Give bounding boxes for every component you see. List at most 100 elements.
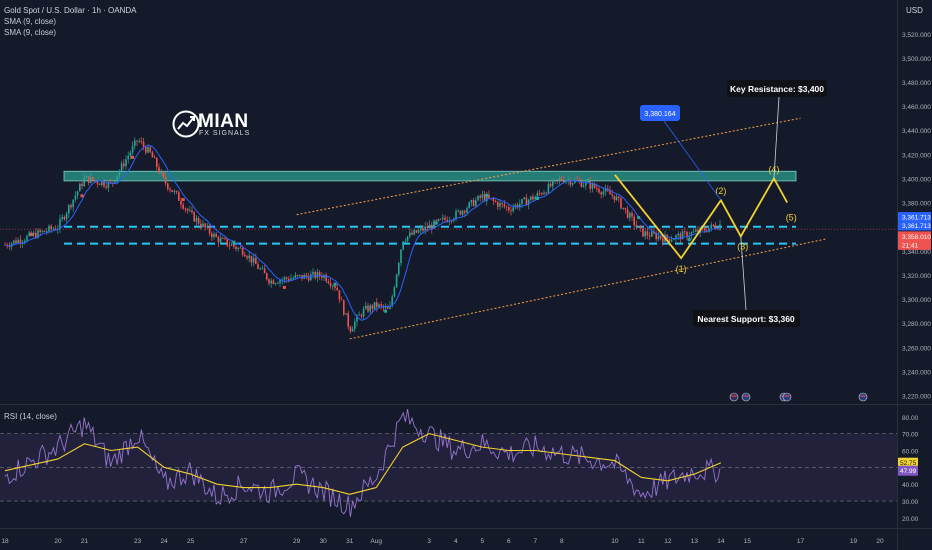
candle-body <box>101 181 103 185</box>
time-tick-label: 14 <box>717 538 725 545</box>
price-tick-label: 3,320.000 <box>902 273 931 280</box>
candle-body <box>301 274 303 279</box>
key-resistance-pointer <box>773 96 780 179</box>
candle-body <box>703 227 706 231</box>
candle-body <box>530 196 532 200</box>
candle-body <box>470 200 473 203</box>
candle-body <box>270 280 272 284</box>
candle-body <box>175 191 178 193</box>
candle-body <box>35 232 37 238</box>
candle-body <box>118 170 121 176</box>
candle-body <box>138 141 140 143</box>
candle-body <box>602 191 605 195</box>
candle-body <box>17 239 19 244</box>
candle-body <box>230 244 233 246</box>
price-badge-2 <box>898 220 931 231</box>
candle-body <box>87 176 90 183</box>
time-tick-label: 23 <box>134 538 142 545</box>
candle-body <box>690 232 693 236</box>
candle-body <box>347 313 349 327</box>
candle-body <box>668 238 671 242</box>
candle-body <box>279 280 281 284</box>
candle-body <box>508 207 510 211</box>
candle-body <box>26 235 28 241</box>
candle-body <box>585 181 587 186</box>
logo-wordmark: MIAN <box>198 111 249 132</box>
logo-chart-icon <box>172 110 200 138</box>
candle-body <box>376 302 378 307</box>
candle-body <box>329 283 332 286</box>
candle-body <box>81 183 83 187</box>
candle-body <box>325 274 327 282</box>
symbol-title[interactable]: Gold Spot / U.S. Dollar · 1h · OANDA <box>4 6 137 15</box>
candle-body <box>455 211 457 219</box>
candle-body <box>477 195 479 201</box>
candle-body <box>360 314 363 317</box>
candle-body <box>277 283 279 285</box>
candle-body <box>123 163 125 167</box>
price-badge-label-1: 3,361.713 <box>902 215 931 222</box>
candle-body <box>510 210 512 212</box>
candle-body <box>556 179 558 181</box>
candle-body <box>380 304 382 306</box>
sma-signal-dot <box>181 198 185 202</box>
candle-body <box>217 237 220 243</box>
sma-indicator-label-1[interactable]: SMA (9, close) <box>4 17 57 26</box>
candle-body <box>191 210 193 213</box>
rsi-badge-1 <box>898 457 918 468</box>
candle-body <box>404 240 407 242</box>
time-tick-label: 12 <box>664 538 672 545</box>
candle-body <box>184 208 187 210</box>
candle-body <box>629 212 631 218</box>
event-marker-icon <box>782 392 792 402</box>
time-tick-label: 31 <box>346 538 354 545</box>
candle-body <box>288 279 290 281</box>
sma-signal-dot <box>384 309 388 313</box>
time-tick-label: 13 <box>691 538 699 545</box>
wave-label-1: (1) <box>676 264 687 274</box>
candle-body <box>61 217 63 220</box>
candle-body <box>624 207 627 210</box>
rsi-indicator-label[interactable]: RSI (14, close) <box>4 412 57 421</box>
candle-body <box>149 147 151 153</box>
sma-indicator-label-2[interactable]: SMA (9, close) <box>4 28 57 37</box>
candle-body <box>109 181 112 183</box>
candle-body <box>697 229 699 233</box>
candle-body <box>211 233 213 238</box>
candle-body <box>567 179 569 181</box>
candle-body <box>640 226 642 229</box>
candle-body <box>193 212 195 222</box>
candle-body <box>147 147 149 153</box>
candle-body <box>299 274 301 276</box>
candle-body <box>468 202 470 209</box>
candle-body <box>514 204 517 208</box>
candle-body <box>406 236 409 241</box>
candle-body <box>305 274 308 277</box>
candle-body <box>52 228 55 230</box>
currency-label[interactable]: USD <box>906 6 923 15</box>
candle-body <box>239 247 242 249</box>
candle-body <box>367 305 369 312</box>
candle-body <box>378 304 380 307</box>
price-tag-pointer <box>663 120 722 201</box>
candle-body <box>296 275 299 276</box>
candle-body <box>112 182 114 184</box>
candle-body <box>46 231 48 233</box>
candle-body <box>345 313 347 315</box>
candle-body <box>358 314 360 316</box>
rsi-tick-label: 70.00 <box>902 432 919 439</box>
candle-body <box>120 163 123 171</box>
price-badge-3 <box>898 231 931 242</box>
candle-body <box>651 231 653 237</box>
candle-body <box>332 285 334 287</box>
candle-body <box>398 263 400 275</box>
candle-body <box>395 274 398 288</box>
candle-body <box>428 224 431 229</box>
channel-upper-line <box>296 117 801 216</box>
candle-body <box>204 223 206 228</box>
time-tick-label: 20 <box>876 538 884 545</box>
candle-body <box>312 271 314 275</box>
candle-body <box>59 219 61 229</box>
candle-body <box>525 197 528 205</box>
